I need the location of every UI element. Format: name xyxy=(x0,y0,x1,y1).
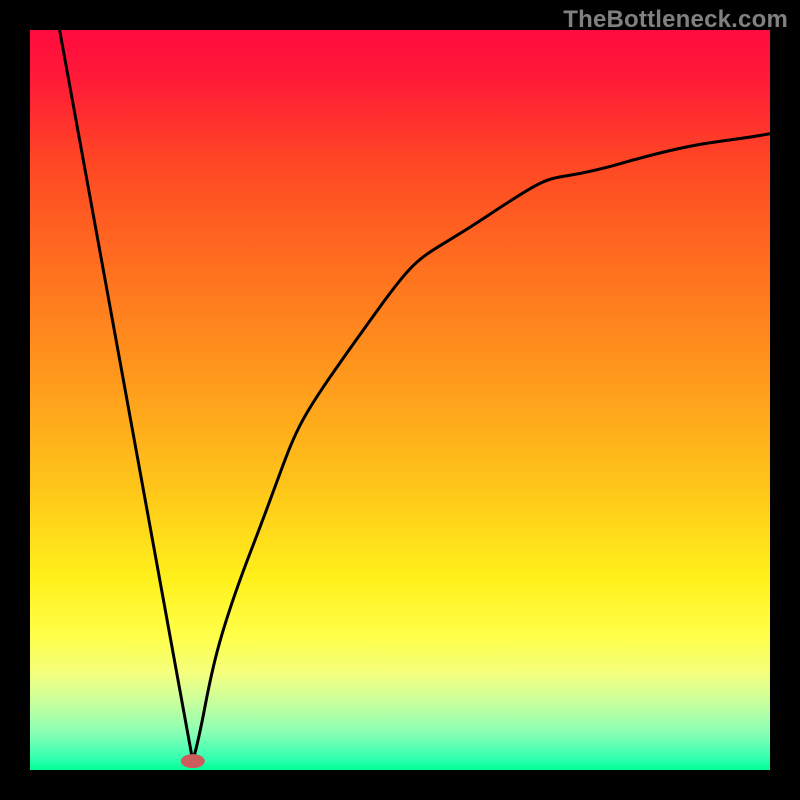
watermark-text: TheBottleneck.com xyxy=(563,6,788,34)
chart-container: TheBottleneck.com xyxy=(0,0,800,800)
gradient-background xyxy=(30,30,770,770)
optimal-point-marker xyxy=(181,754,205,768)
bottleneck-chart xyxy=(0,0,800,800)
